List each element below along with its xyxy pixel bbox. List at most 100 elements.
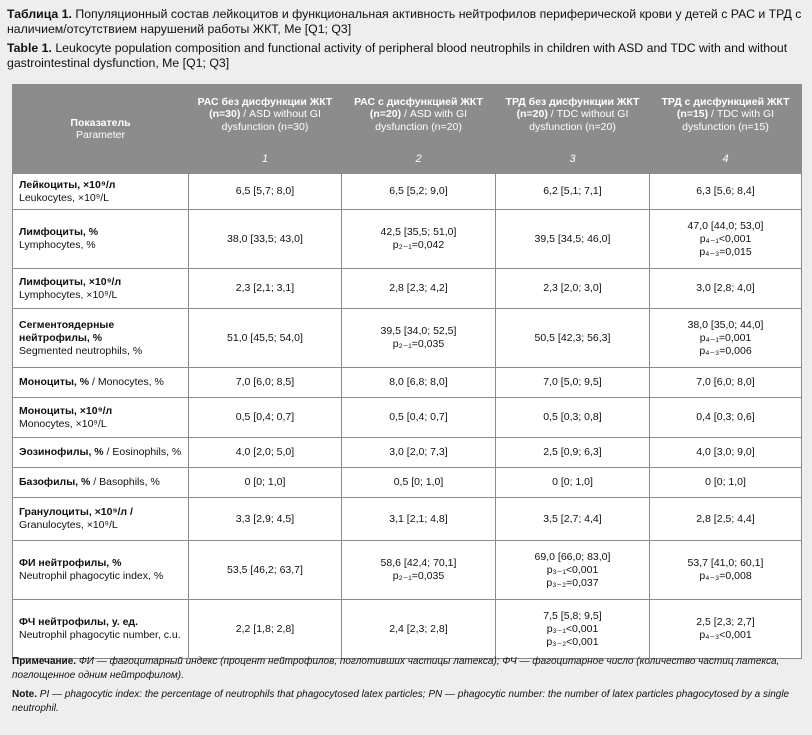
p-value: p₃₋₁<0,001 xyxy=(546,622,599,635)
table-row: Лейкоциты, ×10⁹/л Leukocytes, ×10⁹/L 6,5 [… xyxy=(12,173,802,210)
value-cell: 6,2 [5,1; 7,1] xyxy=(495,173,650,210)
parameter-name-ru: Базофилы, % xyxy=(19,476,91,488)
value-cell: 2,3 [2,1; 3,1] xyxy=(188,268,342,309)
table-body: Лейкоциты, ×10⁹/л Leukocytes, ×10⁹/L 6,5 [… xyxy=(12,173,802,659)
value-cell: 2,5 [0,9; 6,3] xyxy=(495,437,650,468)
value-cell: 0,5 [0,4; 0,7] xyxy=(188,397,342,438)
value-cell: 0,4 [0,3; 0,6] xyxy=(649,397,802,438)
median-value: 0 [0; 1,0] xyxy=(705,476,746,488)
note-ru-text: ФИ — фагоцитарный индекс (процент нейтро… xyxy=(12,656,780,681)
p-value: p₄₋₃=0,008 xyxy=(699,570,752,582)
value-cell: 7,0 [6,0; 8,5] xyxy=(188,367,342,398)
median-value: 6,5 [5,2; 9,0] xyxy=(389,185,448,197)
parameter-cell: Лимфоциты, ×10⁹/л Lymphocytes, ×10⁹/L xyxy=(12,268,189,309)
p-value: p₃₋₂=0,037 xyxy=(546,576,599,589)
value-cell: 39,5 [34,5; 46,0] xyxy=(495,209,650,269)
median-value: 0,5 [0,4; 0,7] xyxy=(389,411,448,423)
median-value: 3,5 [2,7; 4,4] xyxy=(543,512,602,525)
parameter-name-en: / Monocytes, % xyxy=(89,376,164,388)
note-ru: Примечание. ФИ — фагоцитарный индекс (пр… xyxy=(12,655,801,682)
median-value: 6,2 [5,1; 7,1] xyxy=(543,185,602,197)
median-value: 6,3 [5,6; 8,4] xyxy=(696,185,755,197)
table-row: Моноциты, % / Monocytes, % 7,0 [6,0; 8,5]… xyxy=(12,367,802,398)
table-row: Лимфоциты, % Lymphocytes, % 38,0 [33,5; 43… xyxy=(12,209,802,269)
value-cell: 0 [0; 1,0] xyxy=(649,467,802,498)
parameter-name-en: Lymphocytes, % xyxy=(19,239,96,251)
caption-ru-text: Популяционный состав лейкоцитов и функци… xyxy=(7,7,802,36)
value-cell: 51,0 [45,5; 54,0] xyxy=(188,308,342,368)
value-cell: 0,5 [0,3; 0,8] xyxy=(495,397,650,438)
parameter-cell: ФИ нейтрофилы, % Neutrophil phagocytic in… xyxy=(12,540,189,600)
table-row: Сегментоядерные нейтрофилы, % Segmented n… xyxy=(12,308,802,368)
parameter-name-ru: Лимфоциты, % xyxy=(19,226,99,238)
p-value: p₄₋₃=0,006 xyxy=(699,344,752,357)
median-value: 3,3 [2,9; 4,5] xyxy=(235,512,295,525)
table-row: ФИ нейтрофилы, % Neutrophil phagocytic in… xyxy=(12,540,802,600)
parameter-name-ru: Лимфоциты, ×10⁹/л xyxy=(19,275,122,288)
table-row: ФЧ нейтрофилы, у. ед. Neutrophil phagocyt… xyxy=(12,599,802,659)
p-value: p₂₋₁=0,035 xyxy=(392,338,445,350)
value-cell: 53,7 [41,0; 60,1] p₄₋₃=0,008 xyxy=(649,540,802,600)
header-group-2: РАС с дисфункцией ЖКТ (n=20) / ASD with … xyxy=(341,84,496,145)
header-group-en: / ASD without GI dysfunction (n=30) xyxy=(221,108,321,133)
header-column-number: 2 xyxy=(341,144,496,174)
p-value: p₄₋₃=0,015 xyxy=(699,245,752,258)
median-value: 2,8 [2,3; 4,2] xyxy=(389,282,448,294)
header-column-number: 3 xyxy=(495,144,650,174)
value-cell: 39,5 [34,0; 52,5] p₂₋₁=0,035 xyxy=(341,308,496,368)
parameter-cell: ФЧ нейтрофилы, у. ед. Neutrophil phagocyt… xyxy=(12,599,189,659)
value-cell: 69,0 [66,0; 83,0] p₃₋₁<0,001 p₃₋₂=0,037 xyxy=(495,540,650,600)
caption-ru: Таблица 1. Популяционный состав лейкоцит… xyxy=(7,7,805,37)
median-value: 0,5 [0,4; 0,7] xyxy=(235,411,295,423)
data-table: Показатель Parameter РАС без дисфункции … xyxy=(12,84,802,659)
value-cell: 3,0 [2,8; 4,0] xyxy=(649,268,802,309)
median-value: 4,0 [3,0; 9,0] xyxy=(696,446,755,458)
value-cell: 3,0 [2,0; 7,3] xyxy=(341,437,496,468)
median-value: 3,0 [2,0; 7,3] xyxy=(389,446,448,458)
value-cell: 4,0 [2,0; 5,0] xyxy=(188,437,342,468)
value-cell: 50,5 [42,3; 56,3] xyxy=(495,308,650,368)
header-group-ru: ТРД с дисфункцией ЖКТ (n=15) xyxy=(661,95,790,121)
caption-en: Table 1. Leukocyte population compositio… xyxy=(7,41,805,71)
parameter-name-en: Neutrophil phagocytic index, % xyxy=(19,570,164,582)
note-ru-label: Примечание. xyxy=(12,656,77,667)
median-value: 3,0 [2,8; 4,0] xyxy=(696,282,755,294)
parameter-cell: Гранулоциты, ×10⁹/л / Granulocytes, ×10⁹/… xyxy=(12,497,189,541)
header-group-en: / TDC with GI dysfunction (n=15) xyxy=(682,108,775,133)
median-value: 0,4 [0,3; 0,6] xyxy=(696,411,755,423)
parameter-name-en: / Basophils, % xyxy=(90,476,160,488)
value-cell: 2,2 [1,8; 2,8] xyxy=(188,599,342,659)
table-caption: Таблица 1. Популяционный состав лейкоцит… xyxy=(7,7,805,71)
header-column-number: 1 xyxy=(188,144,342,174)
median-value: 2,4 [2,3; 2,8] xyxy=(389,622,448,635)
p-value: p₃₋₁<0,001 xyxy=(546,563,599,576)
p-value: p₂₋₁=0,042 xyxy=(392,239,445,251)
value-cell: 8,0 [6,8; 8,0] xyxy=(341,367,496,398)
table-row: Гранулоциты, ×10⁹/л / Granulocytes, ×10⁹/… xyxy=(12,497,802,541)
median-value: 2,2 [1,8; 2,8] xyxy=(235,622,295,635)
median-value: 69,0 [66,0; 83,0] xyxy=(534,550,611,563)
p-value: p₄₋₁<0,001 xyxy=(699,232,752,245)
median-value: 2,3 [2,1; 3,1] xyxy=(235,282,295,294)
header-parameter-en: Parameter xyxy=(75,129,126,141)
header-group-4: ТРД с дисфункцией ЖКТ (n=15) / TDC with … xyxy=(649,84,802,145)
median-value: 39,5 [34,0; 52,5] xyxy=(380,325,457,337)
parameter-name-en: Lymphocytes, ×10⁹/L xyxy=(19,288,118,301)
parameter-name-en: Neutrophil phagocytic number, c.u. xyxy=(19,629,181,641)
median-value: 38,0 [35,0; 44,0] xyxy=(687,318,764,331)
note-en-text: PI — phagocytic index: the percentage of… xyxy=(12,689,790,714)
value-cell: 38,0 [33,5; 43,0] xyxy=(188,209,342,269)
value-cell: 6,5 [5,7; 8,0] xyxy=(188,173,342,210)
median-value: 0 [0; 1,0] xyxy=(552,476,593,488)
parameter-cell: Моноциты, % / Monocytes, % xyxy=(12,367,189,398)
median-value: 58,6 [42,4; 70,1] xyxy=(380,557,457,569)
value-cell: 0,5 [0; 1,0] xyxy=(341,467,496,498)
value-cell: 2,8 [2,5; 4,4] xyxy=(649,497,802,541)
table-row: Эозинофилы, % / Eosinophils, % 4,0 [2,0; … xyxy=(12,437,802,468)
value-cell: 0,5 [0,4; 0,7] xyxy=(341,397,496,438)
median-value: 7,0 [5,0; 9,5] xyxy=(543,376,602,388)
header-group-en: / ASD with GI dysfunction (n=20) xyxy=(375,108,468,133)
parameter-cell: Лейкоциты, ×10⁹/л Leukocytes, ×10⁹/L xyxy=(12,173,189,210)
median-value: 2,5 [0,9; 6,3] xyxy=(543,446,602,458)
value-cell: 3,5 [2,7; 4,4] xyxy=(495,497,650,541)
